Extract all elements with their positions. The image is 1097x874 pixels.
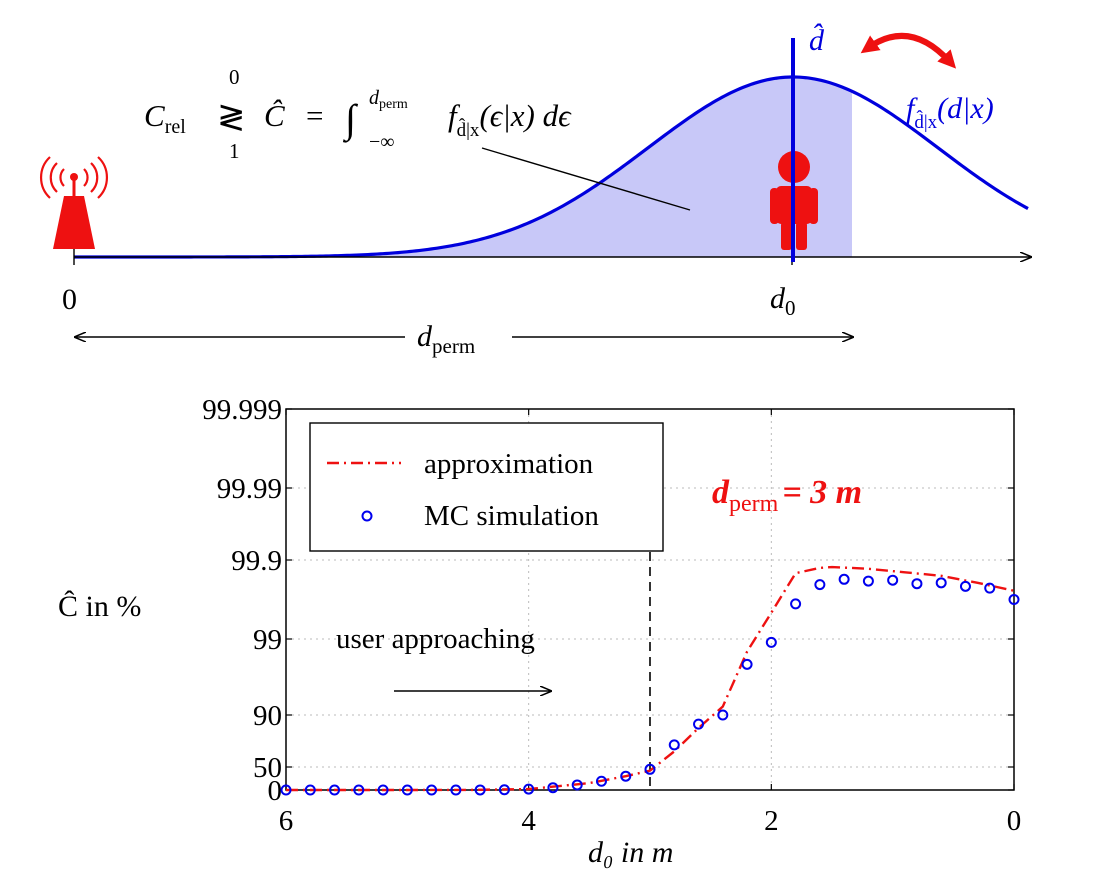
mc-simulation-point: [644, 763, 656, 775]
mc-simulation-point: [984, 582, 996, 594]
density-fill-area: [74, 77, 852, 257]
mc-simulation-point: [547, 782, 559, 794]
threshold-label: dperm = 3 m: [712, 474, 862, 517]
top-diagram: 0 d0 dperm d̂ fd̂|x(d|x) Crel 0 ≷ 1 Ĉ = …: [40, 23, 1030, 358]
mc-simulation-point: [329, 784, 341, 796]
mc-simulation-point: [741, 658, 753, 670]
mc-simulation-point: [426, 784, 438, 796]
svg-text:Crel: Crel: [144, 98, 186, 138]
svg-text:=: =: [306, 98, 323, 133]
mc-simulation-point: [959, 580, 971, 592]
mc-simulation-point: [498, 784, 510, 796]
mc-simulation-point: [474, 784, 486, 796]
mc-simulation-point: [862, 575, 874, 587]
legend-mc-label: MC simulation: [424, 500, 599, 532]
mc-simulation-point: [280, 784, 292, 796]
reliability-equation: Crel 0 ≷ 1 Ĉ = ∫ dperm −∞ fd̂|x(ϵ|x) dϵ: [144, 65, 572, 163]
mc-simulation-point: [668, 739, 680, 751]
mc-simulation-point: [353, 784, 365, 796]
mc-simulation-point: [790, 598, 802, 610]
svg-text:dperm: dperm: [369, 87, 408, 112]
y-tick-label: 99.999: [202, 394, 282, 426]
mc-simulation-point: [765, 636, 777, 648]
svg-text:Ĉ: Ĉ: [264, 98, 285, 133]
y-tick-label: 99: [253, 624, 282, 656]
y-tick-label: 50: [253, 752, 282, 784]
svg-text:∫: ∫: [342, 96, 359, 143]
user-position-label: d0: [770, 282, 796, 320]
legend: approximation MC simulation: [309, 422, 664, 552]
mc-simulation-point: [450, 784, 462, 796]
span-label: dperm: [417, 320, 475, 358]
y-tick-label: 99.99: [217, 473, 282, 505]
svg-text:≷: ≷: [217, 99, 246, 136]
x-axis-label: d₀ in m: [588, 836, 673, 869]
mc-simulation-point: [814, 579, 826, 591]
antenna-icon: [40, 156, 108, 249]
mc-simulation-point: [523, 783, 535, 795]
mc-simulation-point: [377, 784, 389, 796]
plot-frame: [285, 408, 1015, 791]
legend-approximation-label: approximation: [424, 448, 594, 480]
y-tick-label: 99.9: [231, 545, 282, 577]
approach-annotation: user approaching: [336, 623, 535, 655]
mc-simulation-markers: [280, 573, 1020, 796]
x-tick-label: 2: [764, 805, 779, 837]
y-tick-label: 0: [268, 775, 283, 807]
mc-simulation-point: [887, 574, 899, 586]
mc-simulation-point: [595, 775, 607, 787]
mc-simulation-point: [693, 718, 705, 730]
svg-text:−∞: −∞: [369, 131, 395, 153]
mc-simulation-point: [620, 770, 632, 782]
mc-simulation-point: [401, 784, 413, 796]
estimate-label: d̂: [809, 23, 825, 57]
x-tick-label: 0: [1007, 805, 1022, 837]
svg-text:0: 0: [229, 65, 240, 89]
equation-pointer-line: [481, 147, 691, 211]
mc-simulation-point: [571, 779, 583, 791]
svg-text:1: 1: [229, 139, 240, 163]
mc-simulation-point: [717, 709, 729, 721]
density-label: fd̂|x(d|x): [906, 92, 994, 133]
mc-simulation-point: [304, 784, 316, 796]
x-tick-label: 6: [279, 805, 294, 837]
origin-label: 0: [62, 283, 77, 316]
swap-arrow-icon: [860, 32, 957, 69]
mc-simulation-point: [838, 573, 850, 585]
y-tick-label: 90: [253, 700, 282, 732]
mc-simulation-point: [1008, 594, 1020, 605]
svg-text:fd̂|x(ϵ|x) dϵ: fd̂|x(ϵ|x) dϵ: [448, 98, 572, 141]
mc-simulation-point: [911, 578, 923, 590]
legend-mc-swatch: [361, 510, 373, 522]
mc-simulation-point: [935, 577, 947, 589]
y-axis-label: Ĉ in %: [58, 590, 141, 623]
x-tick-label: 4: [521, 805, 536, 837]
